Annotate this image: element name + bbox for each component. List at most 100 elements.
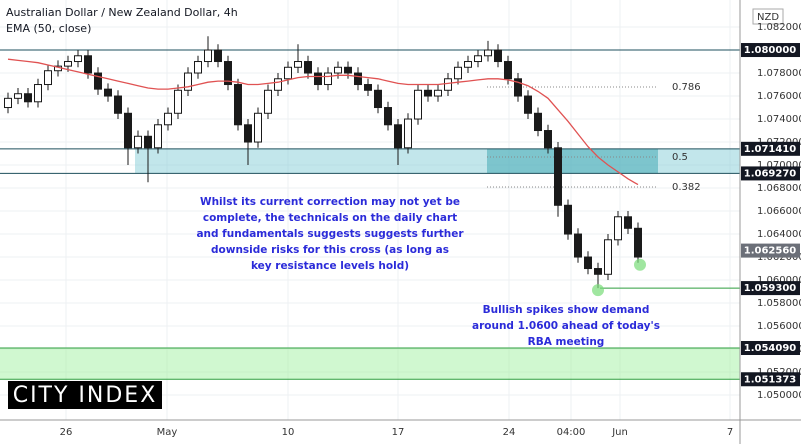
candle-body bbox=[504, 61, 512, 80]
level-label-box bbox=[741, 166, 800, 181]
candle-body bbox=[444, 78, 452, 91]
level-label: 1.059300 bbox=[744, 283, 797, 294]
y-tick-label: 1.056000 bbox=[757, 321, 801, 332]
level-label-box bbox=[741, 43, 800, 58]
y-tick-label: 1.068000 bbox=[757, 183, 801, 194]
candle-body bbox=[284, 66, 292, 80]
candle-body bbox=[44, 70, 52, 86]
level-label-box bbox=[741, 341, 800, 356]
candle-body bbox=[134, 135, 142, 149]
annotation: around 1.0600 ahead of today's bbox=[472, 320, 660, 332]
candle-body bbox=[524, 95, 532, 114]
candle-body bbox=[24, 93, 32, 103]
currency: NZD bbox=[757, 12, 779, 23]
fib-zone bbox=[487, 148, 658, 174]
x-tick-label: May bbox=[157, 427, 178, 438]
x-tick-label: 17 bbox=[392, 427, 405, 438]
candle-body bbox=[224, 61, 232, 86]
candle-body bbox=[624, 216, 632, 229]
candle-body bbox=[474, 55, 482, 63]
y-tick-label: 1.050000 bbox=[757, 390, 801, 401]
x-tick-label: Jun bbox=[611, 427, 628, 438]
fib-label: 0.786 bbox=[672, 82, 701, 93]
level-label: 1.069270 bbox=[744, 168, 797, 179]
annotation: Bullish spikes show demand bbox=[483, 304, 650, 316]
y-tick-label: 1.074000 bbox=[757, 114, 801, 125]
level-label: 1.071410 bbox=[744, 144, 797, 155]
candle-body bbox=[484, 49, 492, 57]
ema-line bbox=[7, 58, 639, 186]
candle-body bbox=[594, 268, 602, 275]
candle-body bbox=[294, 61, 302, 68]
candle-body bbox=[94, 72, 102, 90]
candle-body bbox=[74, 55, 82, 63]
support-zone bbox=[0, 348, 740, 380]
candle-body bbox=[604, 239, 612, 275]
candle-body bbox=[264, 89, 272, 114]
x-tick-label: 24 bbox=[503, 427, 516, 438]
ema-legend: EMA (50, close) bbox=[6, 22, 91, 35]
fib-label: 0.5 bbox=[672, 152, 688, 163]
candle-body bbox=[574, 233, 582, 258]
candle-body bbox=[4, 97, 12, 109]
candle-body bbox=[214, 49, 222, 63]
candle-body bbox=[254, 112, 262, 143]
level-label: 1.080000 bbox=[744, 45, 797, 56]
annotation: and fundamentals suggests suggests furth… bbox=[196, 228, 464, 240]
candle-body bbox=[464, 61, 472, 68]
price-label: 1.062560 bbox=[744, 246, 797, 257]
annotation: downside risks for this cross (as long a… bbox=[211, 244, 449, 256]
candle-body bbox=[154, 124, 162, 149]
logo: CITY INDEX bbox=[13, 383, 158, 408]
candle-body bbox=[204, 49, 212, 63]
candle-body bbox=[354, 72, 362, 86]
candle-body bbox=[244, 124, 252, 143]
candle-body bbox=[304, 61, 312, 74]
candle-body bbox=[534, 112, 542, 132]
level-label-box bbox=[741, 372, 800, 387]
level-label: 1.054090 bbox=[744, 343, 797, 354]
level-label-box bbox=[741, 141, 800, 156]
candle-body bbox=[394, 124, 402, 149]
level-label-box bbox=[741, 281, 800, 296]
y-tick-label: 1.066000 bbox=[757, 206, 801, 217]
y-tick-label: 1.070000 bbox=[757, 160, 801, 171]
currency-box bbox=[752, 8, 784, 25]
candle-body bbox=[314, 72, 322, 86]
x-tick-label: 7 bbox=[727, 427, 733, 438]
spike-marker bbox=[592, 284, 604, 297]
candle-body bbox=[234, 84, 242, 126]
candle-body bbox=[364, 84, 372, 91]
fib-label: 0.382 bbox=[672, 182, 701, 193]
candle-body bbox=[84, 55, 92, 74]
candle-body bbox=[274, 78, 282, 91]
annotation: Whilst its current correction may not ye… bbox=[200, 196, 460, 208]
y-tick-label: 1.064000 bbox=[757, 229, 801, 240]
candle-body bbox=[404, 118, 412, 149]
y-tick-label: 1.078000 bbox=[757, 68, 801, 79]
chart-title: Australian Dollar / New Zealand Dollar, … bbox=[6, 6, 238, 19]
candle-body bbox=[424, 89, 432, 97]
y-tick-label: 1.060000 bbox=[757, 275, 801, 286]
candle-body bbox=[334, 66, 342, 74]
y-tick-label: 1.082000 bbox=[757, 22, 801, 33]
x-tick-label: 26 bbox=[60, 427, 73, 438]
y-tick-label: 1.058000 bbox=[757, 298, 801, 309]
candle-body bbox=[124, 112, 132, 149]
price-label-box bbox=[741, 243, 800, 258]
annotation: complete, the technicals on the daily ch… bbox=[203, 212, 457, 224]
candle-body bbox=[634, 227, 642, 258]
candle-body bbox=[514, 78, 522, 97]
candle-body bbox=[564, 204, 572, 235]
x-tick-label: 04:00 bbox=[557, 427, 586, 438]
spike-marker bbox=[634, 258, 646, 271]
candle-body bbox=[184, 72, 192, 91]
candle-body bbox=[174, 89, 182, 114]
candle-body bbox=[414, 89, 422, 120]
candle-body bbox=[344, 66, 352, 74]
candle-body bbox=[544, 130, 552, 149]
y-tick-label: 1.076000 bbox=[757, 91, 801, 102]
annotation: key resistance levels hold) bbox=[251, 260, 409, 272]
